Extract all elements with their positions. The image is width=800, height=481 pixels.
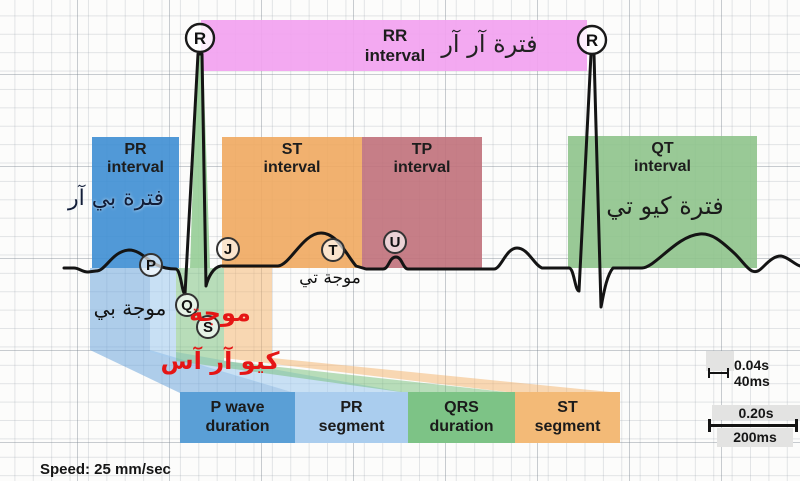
st-line1: ST — [281, 141, 303, 158]
small-scale-label-s: 0.04s — [734, 357, 770, 373]
large-scale-bg-bottom — [717, 428, 793, 447]
qrs-duration-box: QRS duration — [408, 392, 515, 443]
j-marker-circle — [216, 237, 240, 261]
r1-marker-circle — [184, 22, 216, 54]
large-scale-tick-left — [708, 419, 711, 432]
small-scale-label-ms: 40ms — [734, 373, 770, 389]
rr-line2: interval — [364, 45, 426, 65]
rr-interval-arabic: فترة آر آر — [441, 30, 538, 58]
speed-label: Speed: 25 mm/sec — [40, 461, 171, 478]
qrs-duration-line1: QRS — [444, 399, 479, 417]
tp-line1: TP — [411, 141, 433, 158]
p-wave-arabic: موجة بي — [93, 296, 167, 320]
large-scale-label-ms: 200ms — [733, 429, 777, 445]
p-wave-duration-line2: duration — [205, 417, 270, 435]
st-segment-line1: ST — [557, 399, 578, 417]
small-scale-line — [709, 372, 728, 374]
t-marker-label: T — [328, 242, 337, 259]
pr-interval-arabic: فترة بي آر — [67, 186, 164, 211]
small-scale-tick-right — [727, 368, 729, 378]
r1-marker-label: R — [194, 29, 206, 48]
s-marker-circle — [196, 315, 220, 339]
pr-line2: interval — [107, 159, 164, 177]
pr-interval-box: PR interval — [92, 137, 179, 268]
qrs-arabic-line1: موجة — [189, 299, 251, 327]
j-marker-label: J — [224, 241, 232, 258]
st-segment-box: ST segment — [515, 392, 620, 443]
q-marker-circle — [175, 293, 199, 317]
t-wave-arabic: موجة تي — [299, 268, 361, 288]
p-marker-label: P — [146, 257, 156, 274]
p-wave-funnel — [90, 268, 295, 393]
p-marker-circle — [139, 253, 163, 277]
pr-line1: PR — [124, 141, 147, 158]
ecg-trace — [62, 52, 800, 309]
qrs-duration-line2: duration — [429, 417, 494, 435]
u-marker-circle — [383, 230, 407, 254]
p-wave-duration-box: P wave duration — [180, 392, 295, 443]
r2-marker-circle — [576, 24, 608, 56]
tp-interval-box: TP interval — [362, 137, 482, 268]
qrs-wave-arabic: موجة كيو آر آس — [150, 289, 290, 385]
st-segment-line2: segment — [534, 417, 601, 435]
large-scale-bg-top — [712, 405, 800, 420]
large-scale-label-s: 0.20s — [738, 405, 774, 421]
large-scale-tick-right — [795, 419, 798, 432]
rr-interval-label: RR interval — [340, 22, 450, 65]
qrs-arabic-line2: كيو آر آس — [160, 347, 280, 375]
r2-marker-label: R — [586, 31, 598, 50]
qt-interval-arabic: فترة كيو تي — [606, 192, 724, 220]
pr-segment-box: PR segment — [295, 392, 408, 443]
u-marker-label: U — [390, 234, 401, 251]
s-marker-label: S — [203, 319, 213, 336]
small-scale-bg — [706, 351, 734, 371]
qt-line2: interval — [634, 158, 691, 176]
small-scale-tick-left — [708, 368, 710, 378]
p-wave-duration-line1: P wave — [210, 399, 265, 417]
pr-segment-line2: segment — [318, 417, 385, 435]
tp-line2: interval — [393, 159, 451, 177]
rr-line1: RR — [382, 26, 408, 45]
st-line2: interval — [263, 159, 321, 177]
t-marker-circle — [321, 238, 345, 262]
pr-segment-line1: PR — [340, 399, 363, 417]
qt-line1: QT — [651, 140, 674, 157]
q-marker-label: Q — [181, 297, 193, 314]
large-scale-line — [708, 424, 798, 427]
rr-interval-band — [201, 20, 587, 71]
qrs-funnel — [176, 268, 515, 393]
st-segment-funnel — [224, 268, 620, 393]
